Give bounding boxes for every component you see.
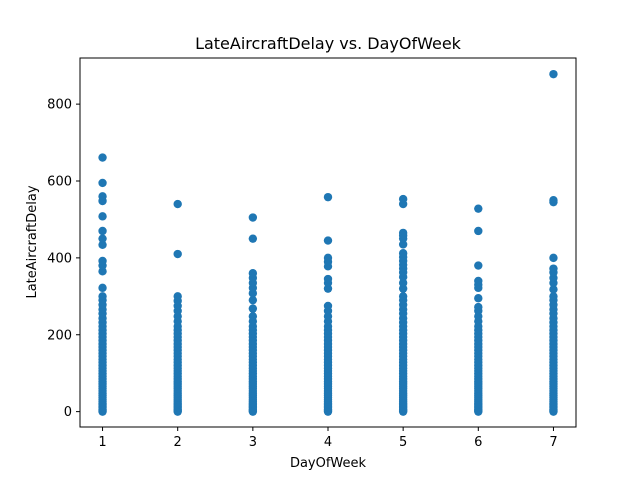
data-point bbox=[323, 284, 333, 293]
data-point bbox=[98, 234, 107, 243]
data-point bbox=[549, 253, 558, 263]
data-point bbox=[173, 199, 182, 209]
data-point bbox=[549, 196, 558, 205]
y-tick-label: 600 bbox=[47, 175, 72, 190]
data-point bbox=[398, 240, 408, 249]
y-tick-label: 400 bbox=[47, 251, 72, 266]
data-point bbox=[98, 240, 107, 250]
data-point bbox=[248, 295, 258, 305]
data-point bbox=[549, 285, 558, 294]
x-tick-label: 5 bbox=[399, 435, 407, 450]
x-tick-label: 2 bbox=[174, 435, 182, 450]
data-point bbox=[549, 292, 558, 301]
data-point bbox=[474, 294, 483, 303]
data-point bbox=[98, 226, 107, 236]
data-point bbox=[323, 274, 333, 284]
data-point bbox=[248, 269, 258, 278]
y-tick-label: 200 bbox=[47, 328, 72, 343]
data-point bbox=[323, 301, 333, 311]
data-point bbox=[323, 192, 333, 202]
data-points bbox=[98, 69, 558, 416]
data-point bbox=[398, 284, 408, 293]
data-point bbox=[398, 228, 408, 238]
x-tick-label: 1 bbox=[98, 435, 106, 450]
chart-title: LateAircraftDelay vs. DayOfWeek bbox=[195, 34, 462, 53]
data-point bbox=[248, 213, 258, 222]
y-axis-label: LateAircraftDelay bbox=[25, 185, 40, 298]
data-point bbox=[98, 212, 107, 221]
data-point bbox=[474, 204, 483, 213]
data-point bbox=[549, 264, 558, 273]
x-tick-label: 4 bbox=[324, 435, 332, 450]
data-point bbox=[549, 69, 558, 79]
data-point bbox=[98, 283, 107, 293]
data-point bbox=[173, 292, 182, 301]
data-point bbox=[323, 236, 333, 245]
data-point bbox=[474, 302, 483, 312]
x-axis-label: DayOfWeek bbox=[290, 456, 367, 471]
y-axis-ticks: 0 200 400 600 800 bbox=[47, 98, 80, 420]
plot-area-frame bbox=[79, 57, 577, 428]
x-tick-label: 6 bbox=[474, 435, 482, 450]
data-point bbox=[398, 249, 408, 258]
data-point bbox=[248, 234, 258, 243]
data-point bbox=[98, 292, 107, 301]
data-point bbox=[173, 249, 182, 259]
x-tick-label: 7 bbox=[549, 435, 557, 450]
x-tick-label: 3 bbox=[249, 435, 257, 450]
data-point bbox=[474, 226, 483, 236]
data-point bbox=[248, 304, 258, 313]
data-point bbox=[98, 192, 107, 201]
data-point bbox=[98, 267, 107, 276]
data-point bbox=[323, 253, 333, 263]
data-point bbox=[474, 276, 483, 286]
data-point bbox=[98, 178, 107, 188]
data-point bbox=[98, 256, 107, 266]
data-point bbox=[98, 153, 107, 162]
data-point bbox=[474, 261, 483, 270]
data-point bbox=[398, 194, 408, 204]
data-point bbox=[398, 292, 408, 301]
y-tick-label: 800 bbox=[47, 98, 72, 113]
data-point bbox=[248, 312, 258, 321]
data-point bbox=[398, 278, 408, 288]
x-axis-ticks: 1 2 3 4 5 6 7 bbox=[98, 427, 558, 450]
y-tick-label: 0 bbox=[64, 405, 72, 420]
